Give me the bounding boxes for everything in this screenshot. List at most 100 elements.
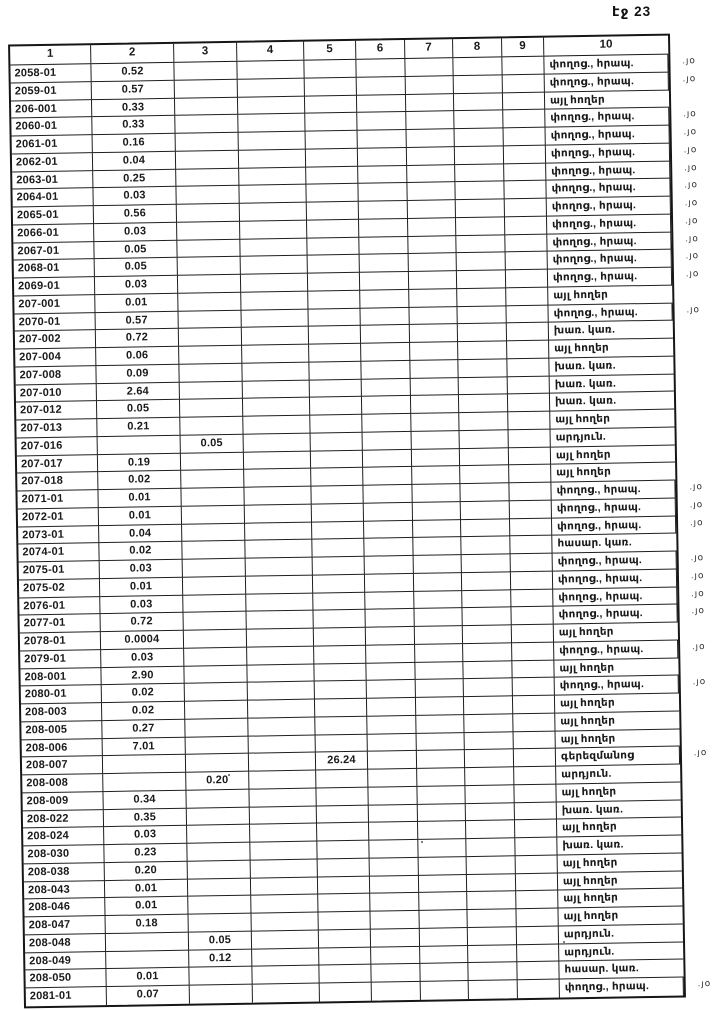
- empty-cell: [409, 306, 458, 326]
- land-use-cell: այլ հողեր: [544, 90, 670, 110]
- empty-cell: [310, 450, 364, 469]
- empty-cell: [364, 555, 414, 575]
- land-use-cell: արդյուն.: [558, 924, 684, 945]
- parcel-code-cell: 207-017: [16, 454, 99, 474]
- empty-cell: [357, 112, 407, 131]
- land-use-cell: այլ հողեր: [555, 711, 680, 732]
- parcel-code-cell: 2069-01: [13, 277, 96, 297]
- parcel-code-cell: 208-003: [20, 703, 103, 723]
- area-value-cell: 0.01: [106, 967, 190, 988]
- empty-cell: [177, 221, 241, 241]
- empty-cell: [188, 913, 252, 933]
- empty-cell: [177, 256, 241, 276]
- empty-cell: [97, 435, 181, 455]
- handwritten-margin-note: .յօ: [682, 72, 697, 84]
- parcel-code-cell: 207-016: [16, 436, 98, 456]
- empty-cell: [248, 735, 316, 754]
- empty-cell: [468, 944, 518, 964]
- empty-cell: [317, 858, 370, 878]
- empty-cell: [370, 910, 420, 930]
- empty-cell: [306, 201, 360, 221]
- empty-cell: [312, 556, 365, 576]
- parcel-code-cell: 208-006: [21, 738, 103, 758]
- empty-cell: [182, 558, 246, 578]
- empty-cell: [313, 627, 367, 647]
- empty-cell: [248, 752, 317, 772]
- area-value-cell: 0.52: [91, 62, 175, 82]
- empty-cell: [408, 253, 457, 272]
- handwritten-margin-note: .յօ: [685, 250, 700, 261]
- empty-cell: [409, 324, 459, 343]
- empty-cell: [245, 539, 313, 559]
- empty-cell: [365, 609, 415, 628]
- empty-cell: [364, 520, 414, 539]
- handwritten-margin-note: .յօ: [682, 55, 696, 66]
- empty-cell: [185, 718, 249, 738]
- land-use-cell: փողոց., հրապ.: [553, 587, 678, 607]
- empty-cell: [453, 57, 503, 76]
- empty-cell: [454, 146, 505, 165]
- empty-cell: [308, 290, 361, 310]
- empty-cell: [240, 220, 308, 240]
- parcel-code-cell: 2080-01: [20, 685, 102, 705]
- empty-cell: [408, 271, 458, 290]
- parcel-code-cell: 2063-01: [12, 170, 94, 190]
- empty-cell: [249, 788, 317, 808]
- area-value-cell: 0.05: [94, 258, 178, 278]
- empty-cell: [412, 501, 461, 521]
- empty-cell: [316, 805, 370, 824]
- empty-cell: [406, 111, 455, 130]
- empty-cell: [315, 716, 368, 736]
- land-use-cell: փողոց., հրապ.: [552, 551, 677, 572]
- empty-cell: [184, 682, 248, 702]
- empty-cell: [507, 376, 550, 395]
- empty-cell: [250, 841, 318, 861]
- area-value-cell: 0.57: [91, 80, 175, 100]
- empty-cell: [506, 287, 549, 306]
- empty-cell: [105, 932, 190, 952]
- empty-cell: [405, 58, 454, 77]
- empty-cell: [363, 502, 414, 522]
- empty-cell: [357, 129, 407, 149]
- area-value-cell: 0.01: [104, 879, 189, 899]
- land-use-cell: փողոց., հրապ.: [551, 480, 676, 501]
- empty-cell: [361, 378, 411, 397]
- empty-cell: [409, 288, 458, 308]
- empty-cell: [456, 252, 506, 272]
- empty-cell: [306, 184, 359, 203]
- empty-cell: [419, 892, 468, 911]
- empty-cell: [504, 163, 547, 182]
- empty-cell: [504, 198, 547, 218]
- empty-cell: [410, 395, 460, 414]
- empty-cell: [319, 964, 372, 984]
- empty-cell: [251, 930, 320, 950]
- land-use-cell: այլ հողեր: [558, 906, 683, 927]
- column-header: 8: [453, 38, 503, 58]
- empty-cell: [368, 786, 418, 806]
- empty-cell: [516, 926, 560, 945]
- empty-cell: [367, 715, 417, 735]
- area-value-cell: 2.90: [101, 666, 185, 686]
- empty-cell: [188, 895, 252, 915]
- empty-cell: [356, 94, 407, 114]
- empty-cell: [412, 484, 461, 503]
- parcel-code-cell: 207-010: [15, 383, 97, 403]
- empty-cell: [183, 629, 248, 649]
- empty-cell: [314, 663, 367, 682]
- empty-cell: [459, 430, 509, 449]
- empty-cell: [416, 750, 466, 769]
- empty-cell: [509, 464, 552, 484]
- column-header: 5: [304, 40, 357, 60]
- land-use-cell: արդյուն.: [556, 764, 681, 785]
- empty-cell: [507, 393, 551, 413]
- handwritten-margin-note: .յօ: [684, 214, 699, 226]
- land-use-table: 1 2 3 4 5 6 7 8 9 10 2058-01 0.52 փողոց., հրապ. .յօ 2…: [8, 33, 711, 1009]
- area-value-cell: 0.05: [180, 434, 244, 454]
- empty-cell: [242, 344, 310, 364]
- empty-cell: [358, 200, 408, 220]
- empty-cell: [307, 255, 360, 274]
- empty-cell: [413, 555, 462, 574]
- handwritten-margin-note: .յօ: [689, 481, 703, 492]
- empty-cell: [508, 447, 552, 466]
- empty-cell: [181, 487, 245, 507]
